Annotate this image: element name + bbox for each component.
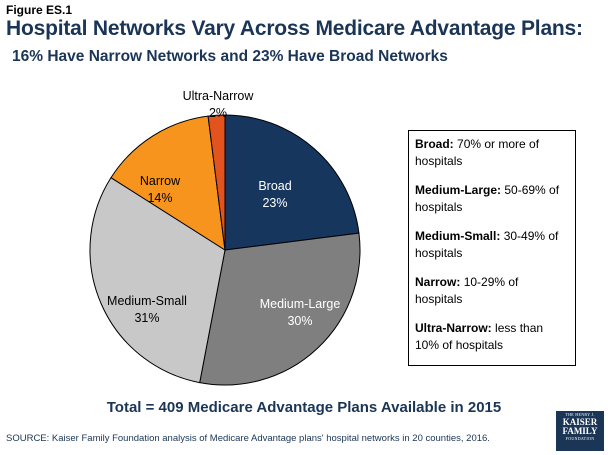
legend-term: Narrow: xyxy=(415,275,461,289)
pie-slice-narrow xyxy=(110,115,226,251)
pie-chart: Broad 23% Medium-Large 30% Medium-Small 31% Na… xyxy=(89,89,361,386)
slice-label-medium-small: Medium-Small 31% xyxy=(107,294,187,325)
legend-term: Medium-Small: xyxy=(415,229,501,243)
legend-item-narrow: Narrow: 10-29% of hospitals xyxy=(415,274,569,308)
legend-item-broad: Broad: 70% or more of hospitals xyxy=(415,136,569,170)
legend-term: Medium-Large: xyxy=(415,183,502,197)
chart-title: Hospital Networks Vary Across Medicare A… xyxy=(6,17,583,40)
logo-line-2a: KAISER xyxy=(562,417,598,427)
slice-label-broad: Broad 23% xyxy=(258,179,291,210)
slice-label-narrow: Narrow 14% xyxy=(140,174,181,205)
legend-term: Ultra-Narrow: xyxy=(415,321,492,335)
logo-line-1: THE HENRY J. xyxy=(565,412,595,417)
legend-item-ultra-narrow: Ultra-Narrow: less than 10% of hospitals xyxy=(415,320,569,354)
legend-item-medium-small: Medium-Small: 30-49% of hospitals xyxy=(415,228,569,262)
logo-line-3: FOUNDATION xyxy=(565,436,595,441)
legend-desc: less than 10% of hospitals xyxy=(415,321,544,352)
pie-slice-ultra-narrow xyxy=(207,114,226,251)
slice-label-medium-large: Medium-Large 30% xyxy=(260,297,341,328)
slice-label-ultra-narrow: Ultra-Narrow 2% xyxy=(183,89,255,120)
legend-desc: 10-29% of hospitals xyxy=(415,275,519,306)
total-plans-text: Total = 409 Medicare Advantage Plans Ava… xyxy=(106,399,502,416)
figure-label: Figure ES.1 xyxy=(6,3,73,17)
legend-desc: 50-69% of hospitals xyxy=(415,183,560,214)
legend-item-medium-large: Medium-Large: 50-69% of hospitals xyxy=(415,182,569,216)
legend-box: Broad: 70% or more of hospitals Medium-L… xyxy=(408,130,576,366)
pie-slice-broad xyxy=(224,114,360,251)
pie-slice-medium-large xyxy=(199,232,361,386)
chart-subtitle: 16% Have Narrow Networks and 23% Have Br… xyxy=(12,48,448,65)
legend-desc: 30-49% of hospitals xyxy=(415,229,559,260)
source-note: SOURCE: Kaiser Family Foundation analysi… xyxy=(6,433,490,444)
legend-desc: 70% or more of hospitals xyxy=(415,137,540,168)
kff-logo: THE HENRY J. KAISER FAMILY FOUNDATION xyxy=(556,411,604,451)
legend-term: Broad: xyxy=(415,137,454,151)
logo-line-2b: FAMILY xyxy=(562,426,598,436)
